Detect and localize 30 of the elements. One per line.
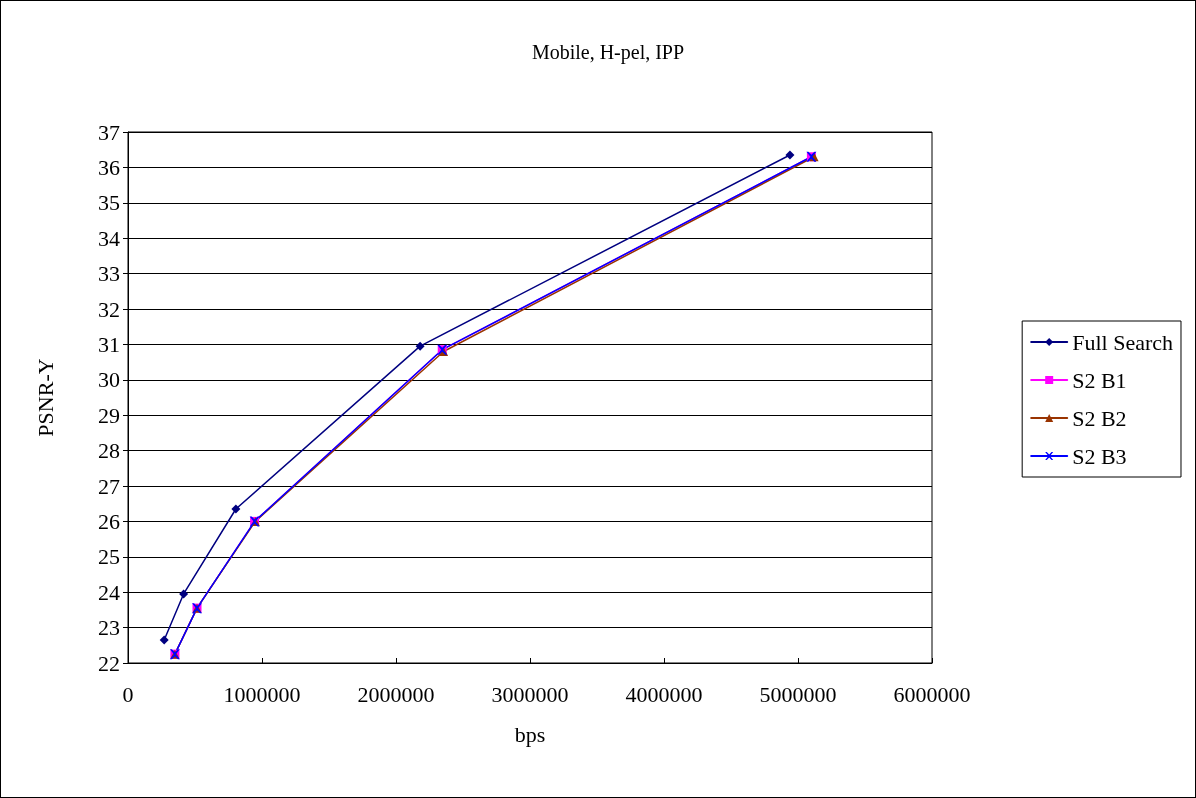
y-axis-title: PSNR-Y — [32, 358, 58, 437]
y-tick-label: 33 — [98, 261, 120, 287]
y-tick-label: 23 — [98, 615, 120, 641]
y-tick-label: 29 — [98, 402, 120, 428]
y-tick-label: 25 — [98, 544, 120, 570]
x-tick-label: 2000000 — [357, 681, 435, 707]
legend-label: S2 B2 — [1072, 405, 1127, 431]
x-tick-label: 4000000 — [625, 681, 703, 707]
legend-label: S2 B3 — [1072, 443, 1127, 469]
y-tick-label: 27 — [98, 473, 120, 499]
x-tick-label: 5000000 — [759, 681, 837, 707]
y-tick-label: 32 — [98, 296, 120, 322]
x-tick-label: 0 — [122, 681, 134, 707]
y-tick-label: 35 — [98, 190, 120, 216]
x-tick-label: 6000000 — [893, 681, 971, 707]
chart-title: Mobile, H-pel, IPP — [531, 41, 685, 64]
y-tick-label: 24 — [98, 579, 120, 605]
y-tick-label: 26 — [98, 508, 120, 534]
y-tick-label: 37 — [98, 119, 120, 145]
x-axis-title: bps — [514, 721, 546, 747]
x-tick-label: 3000000 — [491, 681, 569, 707]
y-tick-label: 28 — [98, 438, 120, 464]
y-tick-label: 22 — [98, 650, 120, 676]
legend-label: S2 B1 — [1072, 367, 1127, 393]
y-tick-label: 31 — [98, 331, 120, 357]
y-tick-label: 30 — [98, 367, 120, 393]
x-tick-label: 1000000 — [223, 681, 301, 707]
y-tick-label: 34 — [98, 225, 120, 251]
legend-label: Full Search — [1072, 329, 1174, 355]
y-tick-label: 36 — [98, 154, 120, 180]
